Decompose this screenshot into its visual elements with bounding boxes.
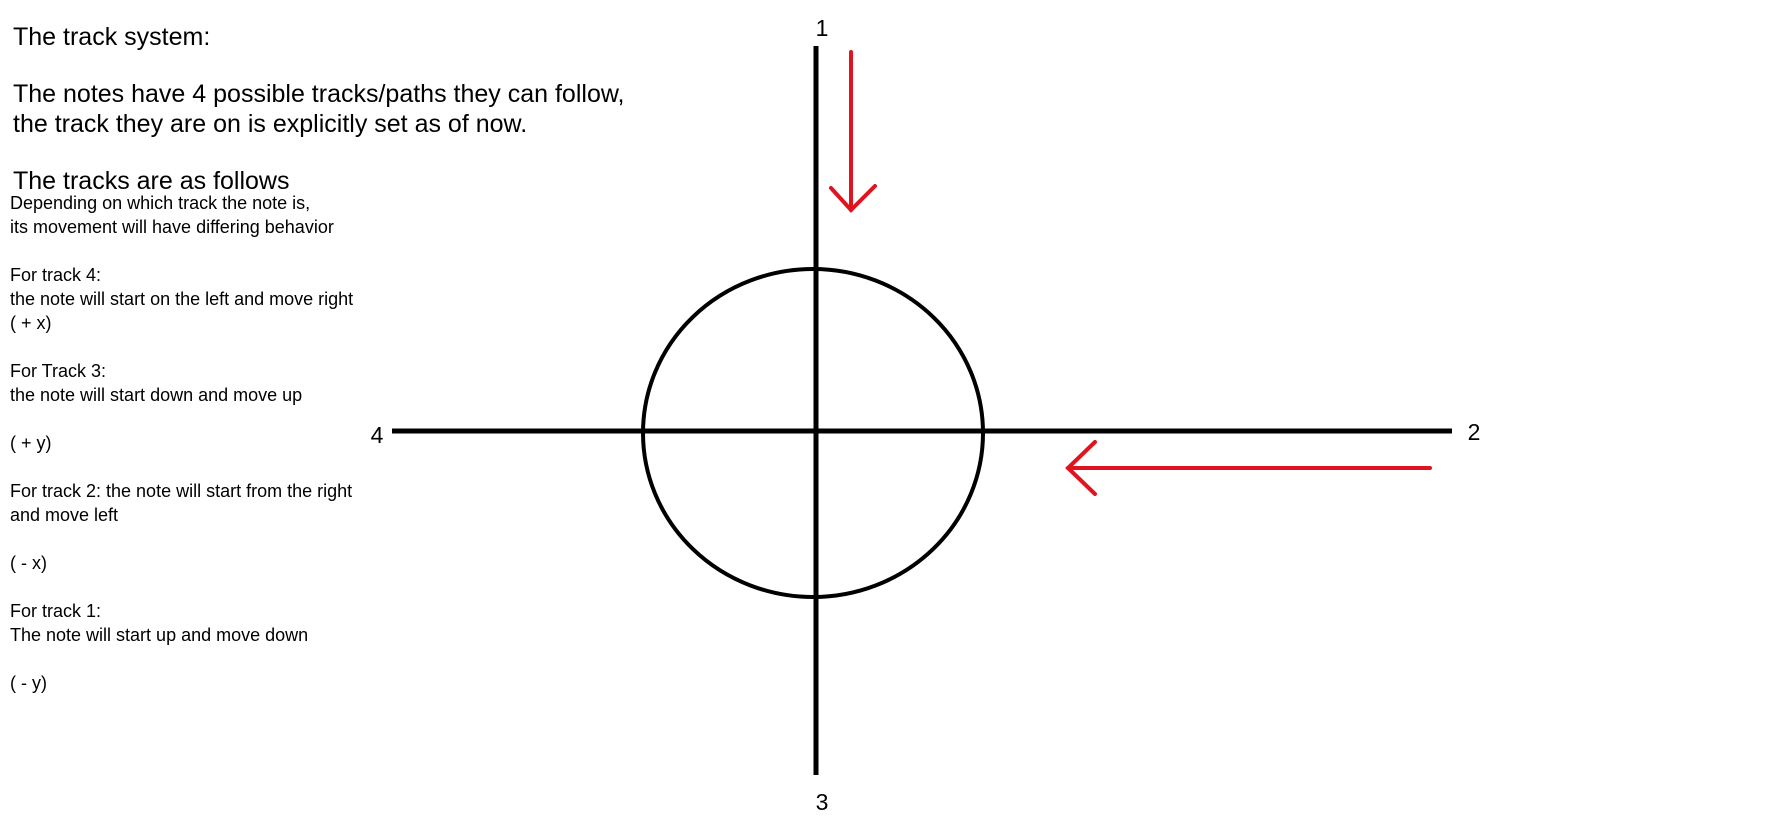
track-4-direction: ( + x) [10,313,52,333]
track-2-behavior-cont: and move left [10,505,119,525]
track-2-direction: ( - x) [10,553,47,573]
hit-circle [641,267,985,599]
intro-line-1: The notes have 4 possible tracks/paths t… [13,80,625,108]
track-label-3: 3 [816,789,829,815]
arrow-left-icon [1065,440,1432,496]
description-line: Depending on which track the note is, [10,193,311,213]
track-1-behavior: The note will start up and move down [10,625,309,645]
track-label-2: 2 [1468,419,1481,445]
intro-line-2: the track they are on is explicitly set … [13,110,528,138]
track-label-4: 4 [371,422,384,448]
track-3-behavior: the note will start down and move up [10,385,303,405]
track-1-title: For track 1: [10,601,102,621]
track-label-1: 1 [816,15,829,41]
track-2-behavior: For track 2: the note will start from th… [10,481,353,501]
tracks-heading: The tracks are as follows [13,167,290,195]
track-4-title: For track 4: [10,265,102,285]
track-3-direction: ( + y) [10,433,52,453]
track-4-behavior: the note will start on the left and move… [10,289,354,309]
description-line: its movement will have differing behavio… [10,217,334,237]
arrow-down-icon [829,50,877,213]
explanation-text: The track system: The notes have 4 possi… [0,0,660,825]
heading: The track system: [13,23,211,51]
track-1-direction: ( - y) [10,673,47,693]
track-3-title: For Track 3: [10,361,107,381]
